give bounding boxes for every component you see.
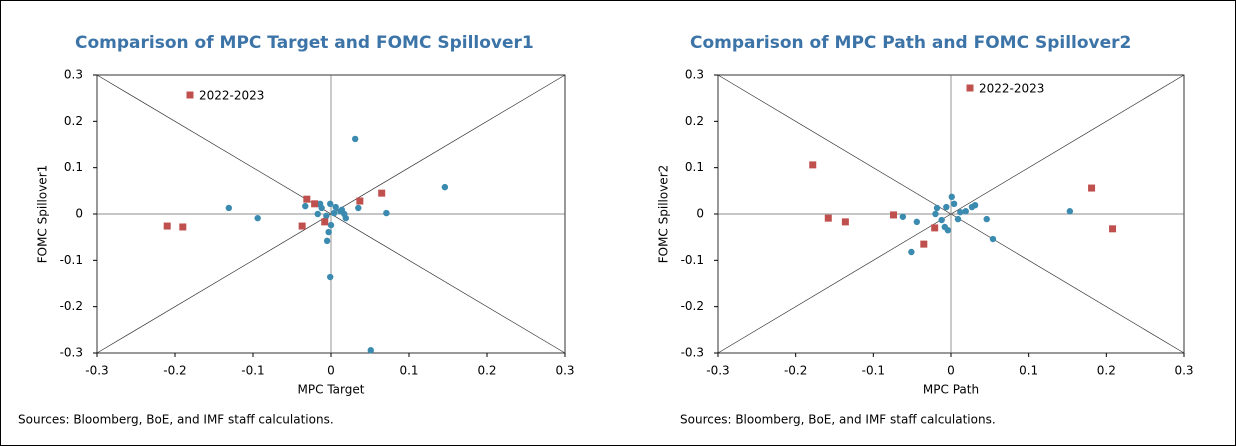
point [1088, 184, 1096, 192]
x-tick-label: 0.2 [477, 364, 496, 378]
legend-label: 2022-2023 [979, 82, 1044, 96]
point [327, 273, 334, 281]
point [983, 215, 990, 223]
x-tick-label: 0 [327, 364, 335, 378]
point [298, 222, 306, 230]
point [325, 228, 332, 236]
y-tick-label: 0.3 [685, 68, 704, 82]
x-tick-label: -0.2 [784, 364, 807, 378]
y-tick-label: 0.1 [64, 160, 83, 174]
point [824, 214, 832, 222]
point [327, 221, 335, 229]
point [841, 218, 849, 226]
legend-swatch [186, 91, 194, 99]
y-tick-label: 0 [75, 207, 83, 221]
point [1066, 208, 1074, 215]
y-tick-label: 0.2 [685, 114, 704, 128]
point [989, 235, 997, 243]
point [323, 237, 331, 245]
point [179, 223, 187, 231]
x-tick-label: -0.1 [862, 364, 885, 378]
point [932, 210, 939, 218]
y-tick-label: -0.3 [60, 346, 83, 360]
point [314, 210, 321, 218]
point [332, 203, 339, 211]
chart-title: Comparison of MPC Path and FOMC Spillove… [690, 33, 1131, 53]
point [378, 189, 386, 197]
point [943, 203, 950, 211]
point [931, 224, 939, 232]
point [962, 208, 969, 215]
source-note: Sources: Bloomberg, BoE, and IMF staff c… [680, 413, 996, 427]
point [318, 204, 325, 212]
point [920, 240, 928, 248]
x-tick-label: 0.2 [1097, 364, 1116, 378]
point [341, 210, 348, 218]
point [809, 161, 817, 169]
legend-swatch [966, 84, 974, 92]
point [254, 214, 261, 222]
point [957, 208, 964, 216]
x-tick-label: -0.1 [241, 364, 264, 378]
point [948, 193, 955, 201]
point [899, 213, 907, 220]
y-tick-label: 0.1 [685, 160, 704, 174]
x-tick-label: -0.3 [85, 364, 108, 378]
x-tick-label: 0.3 [555, 364, 574, 378]
point [302, 202, 309, 210]
y-tick-label: -0.2 [681, 299, 704, 313]
x-axis-label: MPC Path [923, 383, 979, 397]
y-tick-label: -0.1 [681, 253, 704, 267]
point [938, 216, 945, 224]
chart-title: Comparison of MPC Target and FOMC Spillo… [75, 33, 534, 53]
point [908, 248, 915, 256]
y-tick-label: -0.2 [60, 299, 83, 313]
point [321, 218, 329, 226]
point [954, 215, 962, 223]
x-tick-label: -0.3 [706, 364, 729, 378]
y-tick-label: -0.3 [681, 346, 704, 360]
y-axis-label: FOMC Spillover1 [36, 165, 50, 264]
x-tick-label: 0 [947, 364, 955, 378]
y-tick-label: 0 [696, 207, 704, 221]
point [441, 183, 449, 191]
point [330, 209, 338, 217]
point [913, 218, 921, 226]
point [303, 195, 311, 203]
point [383, 209, 390, 217]
x-axis-label: MPC Target [298, 383, 365, 397]
point [356, 197, 364, 205]
point [1109, 225, 1117, 233]
point [163, 222, 171, 230]
x-tick-label: 0.1 [1019, 364, 1038, 378]
x-tick-label: 0.1 [399, 364, 418, 378]
point [355, 204, 362, 212]
x-tick-label: -0.2 [163, 364, 186, 378]
point [941, 223, 948, 231]
y-tick-label: -0.1 [60, 253, 83, 267]
point [890, 211, 898, 219]
point [225, 204, 233, 212]
point [933, 204, 941, 212]
y-axis-label: FOMC Spillover2 [657, 165, 671, 264]
source-note: Sources: Bloomberg, BoE, and IMF staff c… [18, 413, 334, 427]
point [351, 135, 359, 143]
y-tick-label: 0.2 [64, 114, 83, 128]
point [950, 200, 958, 208]
y-tick-label: 0.3 [64, 68, 83, 82]
x-tick-label: 0.3 [1174, 364, 1193, 378]
point [311, 200, 319, 208]
point [971, 201, 979, 209]
point [323, 212, 330, 220]
point [367, 347, 374, 354]
legend-label: 2022-2023 [199, 89, 264, 103]
point [327, 200, 334, 208]
